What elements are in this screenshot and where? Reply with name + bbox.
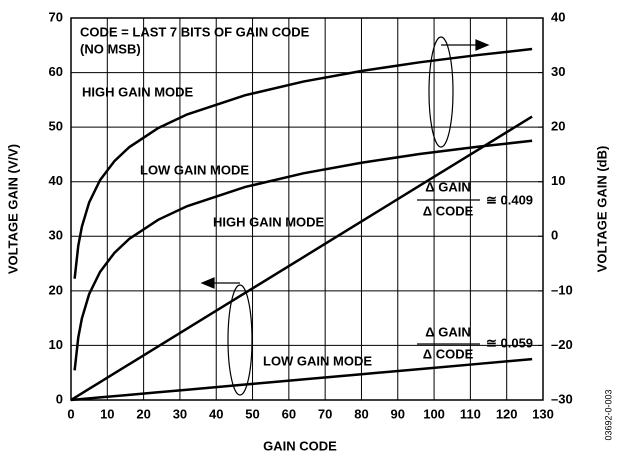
y-tick-label: 60 — [49, 64, 63, 79]
x-tick-label: 120 — [496, 406, 518, 421]
y-tick-label: 10 — [49, 337, 63, 352]
y2-tick-label: –10 — [551, 282, 573, 297]
x-tick-label: 100 — [423, 406, 445, 421]
y2-tick-label: 30 — [551, 64, 565, 79]
annotation: 03692-0-003 — [603, 389, 613, 440]
annotation: HIGH GAIN MODE — [213, 214, 325, 229]
x-tick-label: 130 — [532, 406, 554, 421]
x-tick-label: 0 — [67, 406, 74, 421]
x-tick-label: 90 — [391, 406, 405, 421]
annotation: ≅ 0.409 — [486, 192, 533, 207]
series-line — [70, 115, 533, 402]
y-tick-label: 70 — [49, 9, 63, 24]
ellipse — [227, 284, 253, 396]
x-tick-label: 80 — [354, 406, 368, 421]
annotation: LOW GAIN MODE — [263, 353, 372, 368]
x-tick-label: 40 — [209, 406, 223, 421]
series-line — [70, 357, 533, 402]
x-tick-label: 20 — [136, 406, 150, 421]
annotation: Δ CODE — [423, 203, 474, 218]
annotation: (NO MSB) — [80, 41, 141, 56]
x-tick-label: 30 — [173, 406, 187, 421]
y2-tick-label: –30 — [551, 391, 573, 406]
y-tick-label: 30 — [49, 228, 63, 243]
annotation: ≅ 0.059 — [486, 335, 533, 350]
x-axis-label: GAIN CODE — [263, 438, 337, 453]
y-tick-label: 20 — [49, 282, 63, 297]
annotation: Δ GAIN — [425, 324, 470, 339]
annotation: Δ CODE — [423, 346, 474, 361]
annotation: LOW GAIN MODE — [140, 162, 249, 177]
arrow-head — [200, 277, 215, 289]
series-line — [73, 47, 533, 279]
series-line — [73, 139, 533, 371]
y2-tick-label: 10 — [551, 173, 565, 188]
ellipse — [428, 36, 454, 148]
y-tick-label: 50 — [49, 119, 63, 134]
annotation: HIGH GAIN MODE — [82, 84, 194, 99]
y-tick-label: 40 — [49, 173, 63, 188]
y2-tick-label: 40 — [551, 9, 565, 24]
annotation: CODE = LAST 7 BITS OF GAIN CODE — [80, 24, 310, 39]
arrow-head — [475, 39, 490, 51]
x-tick-label: 10 — [100, 406, 114, 421]
y2-tick-label: 20 — [551, 119, 565, 134]
y2-axis-label: VOLTAGE GAIN (dB) — [594, 146, 609, 273]
y2-tick-label: –20 — [551, 337, 573, 352]
y-axis-label: VOLTAGE GAIN (V/V) — [5, 144, 20, 274]
decorations — [200, 36, 490, 396]
y-tick-label: 0 — [56, 391, 63, 406]
x-tick-label: 70 — [318, 406, 332, 421]
x-tick-label: 60 — [282, 406, 296, 421]
y2-tick-label: 0 — [551, 228, 558, 243]
x-tick-label: 110 — [460, 406, 481, 421]
x-tick-label: 50 — [245, 406, 259, 421]
annotation: Δ GAIN — [425, 179, 470, 194]
